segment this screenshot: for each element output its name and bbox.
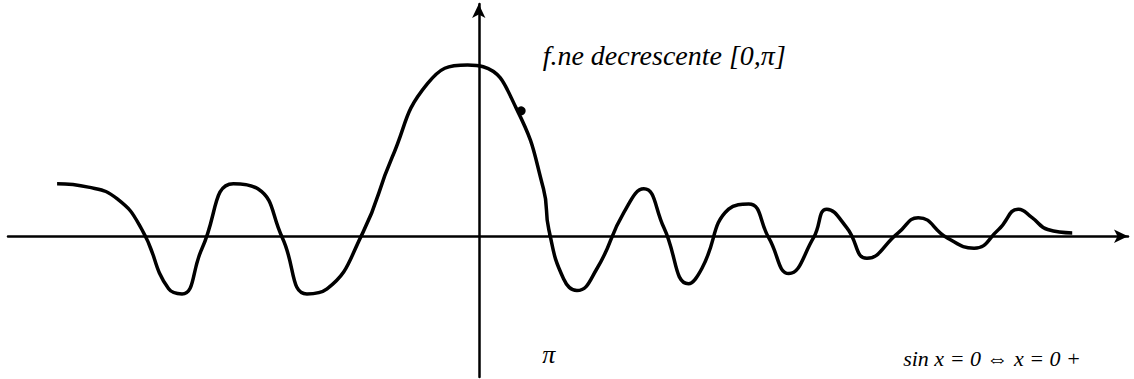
svg-text:f.ne decrescente [0,π]: f.ne decrescente [0,π] xyxy=(543,40,786,71)
svg-text:sin x = 0 ⇔ x = 0 +: sin x = 0 ⇔ x = 0 + xyxy=(903,346,1081,371)
svg-text:π: π xyxy=(542,340,556,369)
